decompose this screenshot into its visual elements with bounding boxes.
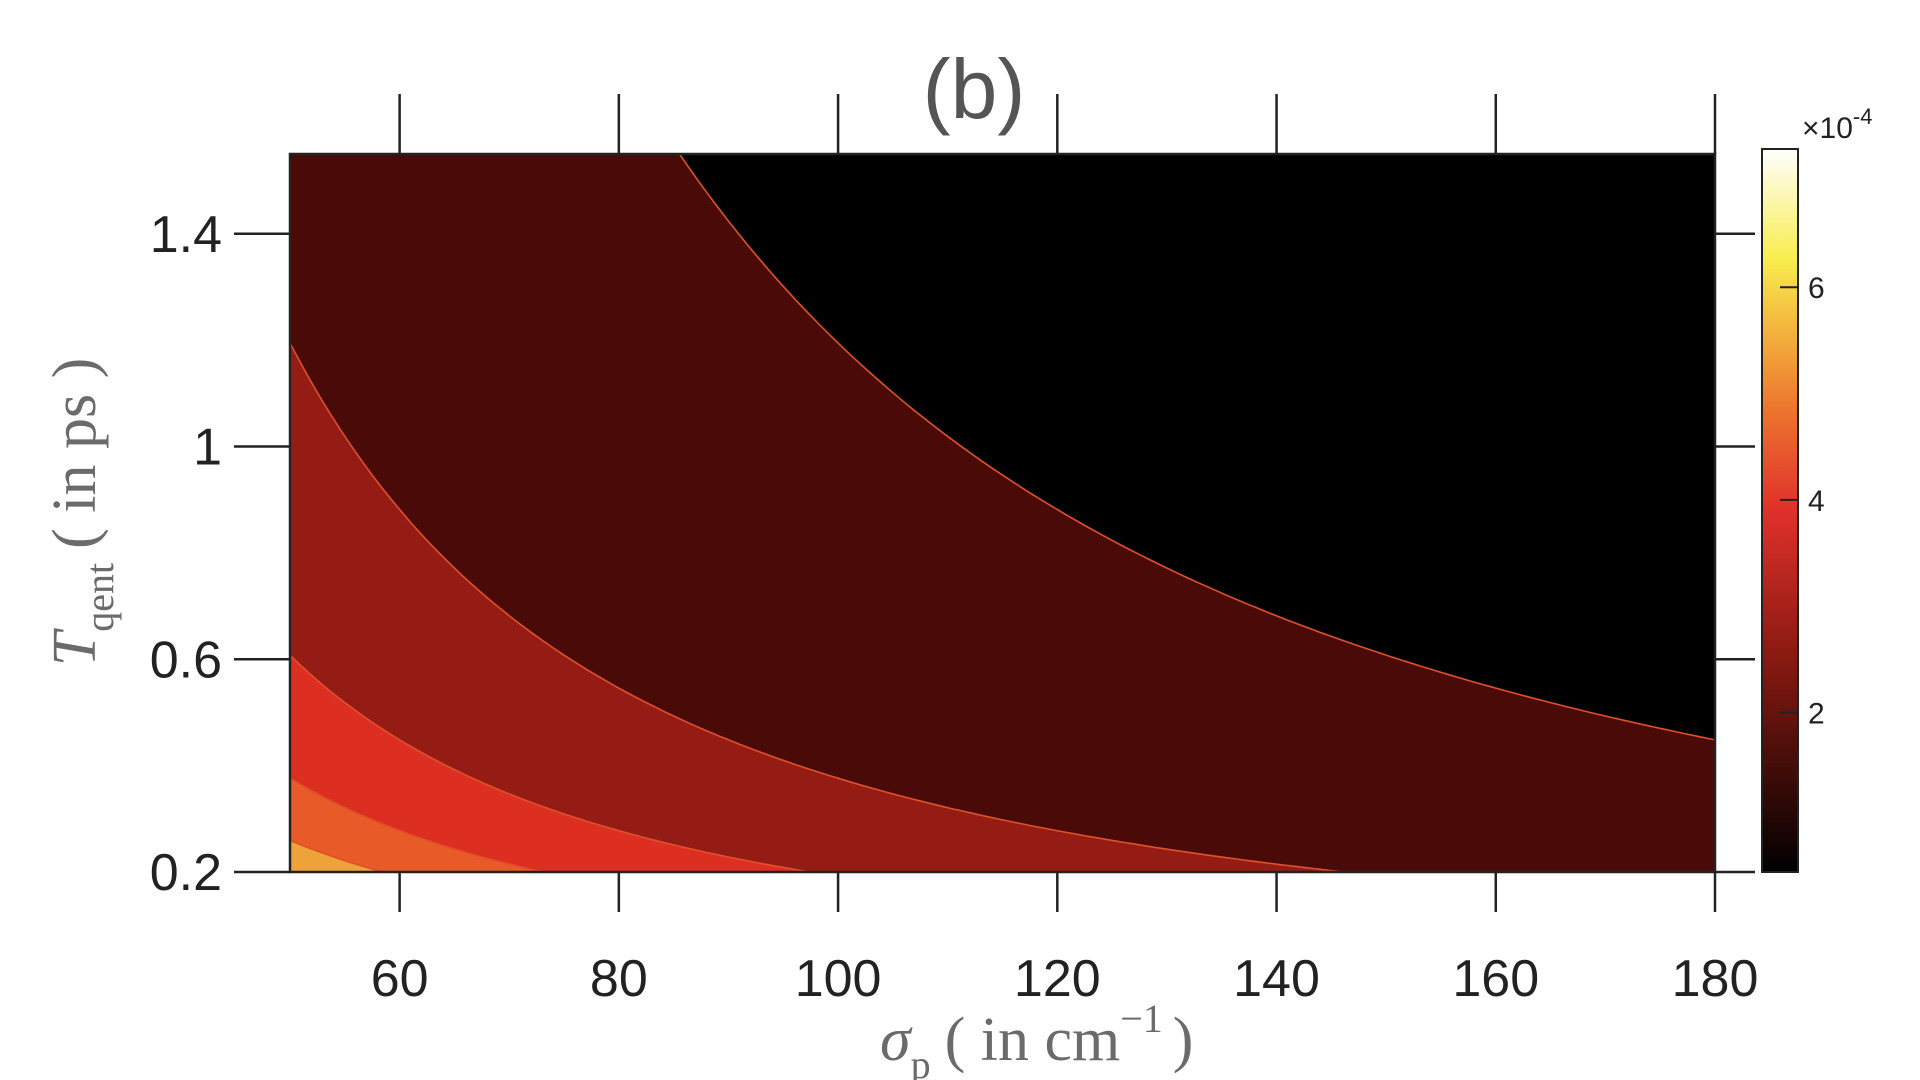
plot-area: 60 80 100 120 140 160 180 0.2 0.6 1 1.4 <box>150 94 1759 1008</box>
y-label-subscript: qent <box>77 563 122 632</box>
x-axis-label: σp ( in cm−1) <box>880 996 1193 1080</box>
x-tick-label: 60 <box>371 950 429 1008</box>
colorbar-tick-label: 4 <box>1808 485 1825 518</box>
y-tick-label: 1 <box>193 419 222 477</box>
contour-line-1 <box>678 154 1715 741</box>
contour-line-3 <box>290 654 815 872</box>
plot-frame <box>288 152 1717 874</box>
colorbar-exponent-base: ×10 <box>1802 112 1853 145</box>
y-tick-label: 0.2 <box>150 844 222 902</box>
svg-text:Tqent( in ps ): Tqent ( in ps ) <box>41 358 122 667</box>
contour-line-4 <box>290 777 547 872</box>
colorbar-gradient <box>1761 148 1799 873</box>
chart-title: (b) <box>923 42 1026 136</box>
svg-text:σp( in cm−1): σp ( in cm−1) <box>880 996 1193 1080</box>
contour-line-2 <box>290 342 1351 872</box>
y-tick-label: 1.4 <box>150 206 222 264</box>
contour-region-4 <box>290 778 543 872</box>
x-label-unit: ( in cm <box>945 1006 1121 1074</box>
contour-region-3 <box>290 655 810 872</box>
colorbar-tick-label: 6 <box>1808 272 1825 305</box>
colorbar-tick-label: 2 <box>1808 698 1825 731</box>
x-tick-label: 120 <box>1014 950 1101 1008</box>
colorbar-exponent: ×10-4 <box>1802 104 1872 145</box>
colorbar-exponent-power: -4 <box>1853 104 1873 129</box>
contour-region-5 <box>290 840 383 872</box>
x-tick-label: 80 <box>590 950 648 1008</box>
contour-region-2 <box>290 343 1344 872</box>
y-axis-label: Tqent ( in ps ) <box>41 358 122 667</box>
x-label-symbol: σ <box>880 1006 913 1074</box>
x-tick-label: 180 <box>1672 950 1759 1008</box>
x-tick-label: 140 <box>1233 950 1320 1008</box>
x-label-subscript: p <box>911 1042 931 1080</box>
y-label-symbol: T <box>41 627 109 666</box>
x-label-superscript: −1 <box>1120 996 1163 1041</box>
colorbar: 2 4 6 ×10-4 <box>1761 104 1872 873</box>
x-tick-label: 100 <box>795 950 882 1008</box>
x-tick-label: 160 <box>1452 950 1539 1008</box>
x-label-close: ) <box>1173 1006 1194 1074</box>
y-label-unit: ( in ps ) <box>41 358 109 549</box>
contour-region-1 <box>290 154 1715 872</box>
y-tick-label: 0.6 <box>150 631 222 689</box>
